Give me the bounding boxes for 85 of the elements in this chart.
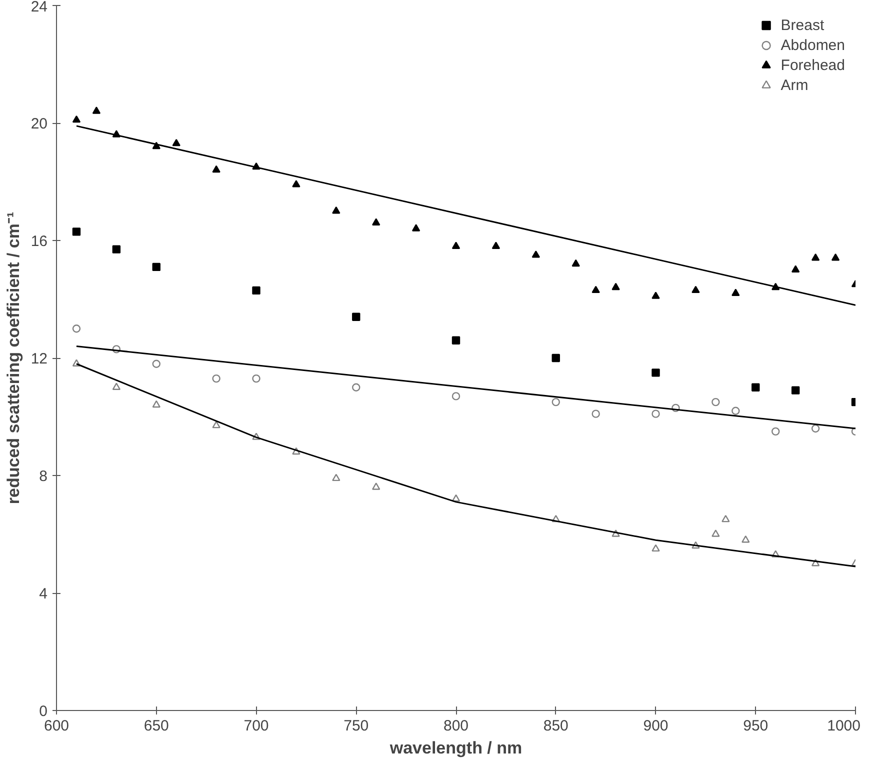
point	[742, 535, 750, 543]
point	[722, 514, 730, 522]
point	[252, 286, 260, 295]
point	[772, 427, 780, 436]
y-tick-label: 20	[30, 116, 48, 132]
point	[252, 374, 260, 383]
point	[831, 253, 840, 261]
point	[692, 541, 700, 549]
point	[292, 180, 300, 188]
y-tick-label: 8	[39, 468, 48, 485]
point	[72, 359, 81, 366]
point	[212, 420, 220, 428]
x-tick-label: 800	[443, 718, 469, 734]
x-tick-label: 700	[244, 718, 269, 734]
point	[672, 404, 680, 412]
legend-label: Forehead	[780, 56, 845, 74]
y-tick-label: 4	[39, 586, 48, 602]
point	[712, 530, 720, 537]
point	[72, 115, 81, 123]
point	[412, 224, 420, 232]
point	[452, 242, 460, 249]
point	[811, 424, 820, 433]
point	[352, 383, 360, 392]
point	[352, 312, 360, 321]
point	[332, 206, 340, 214]
point	[212, 165, 220, 173]
point	[772, 550, 780, 558]
point	[532, 250, 540, 258]
x-tick-label: 650	[144, 718, 169, 734]
point	[652, 544, 660, 552]
point	[372, 482, 380, 490]
x-tick-label: 1000	[827, 718, 861, 734]
point	[112, 382, 121, 390]
x-tick-label: 900	[643, 718, 668, 734]
point	[652, 410, 660, 418]
y-tick-label: 12	[30, 350, 48, 368]
legend-label: Breast	[780, 16, 824, 34]
y-tick-label: 24	[30, 0, 48, 16]
point	[372, 218, 380, 226]
point	[732, 406, 740, 415]
point	[252, 432, 260, 440]
point	[72, 228, 81, 236]
point	[592, 286, 600, 294]
point	[612, 530, 620, 537]
point	[612, 282, 620, 290]
x-tick-label: 950	[743, 718, 768, 734]
point	[652, 292, 660, 299]
point	[452, 392, 460, 400]
point	[152, 400, 160, 408]
point	[811, 558, 820, 566]
point	[292, 447, 300, 455]
legend-label: Abdomen	[780, 36, 845, 54]
point	[592, 410, 600, 418]
point	[712, 398, 720, 406]
point	[152, 360, 160, 368]
y-tick-label: 16	[30, 233, 48, 250]
point	[492, 242, 500, 249]
point	[552, 398, 560, 406]
x-tick-label: 750	[344, 718, 369, 734]
x-tick-label: 600	[44, 718, 70, 734]
point	[172, 138, 180, 146]
legend-label: Arm	[780, 76, 808, 94]
point	[152, 262, 160, 272]
point	[112, 345, 121, 354]
point	[692, 286, 700, 294]
point	[732, 288, 740, 296]
point	[552, 514, 560, 522]
point	[112, 245, 121, 254]
y-axis-title: reduced scattering coefficient / cm⁻¹	[4, 212, 23, 504]
y-tick-label: 0	[39, 703, 48, 720]
x-axis-title: wavelength / nm	[388, 738, 522, 758]
point	[752, 383, 760, 392]
point	[452, 494, 460, 502]
point	[572, 259, 580, 267]
point	[791, 265, 800, 272]
point	[212, 374, 220, 383]
point	[552, 354, 560, 362]
point	[652, 368, 660, 377]
point	[332, 474, 340, 482]
point	[92, 106, 101, 114]
point	[72, 324, 81, 333]
point	[452, 336, 460, 344]
x-tick-label: 850	[543, 718, 568, 734]
point	[811, 253, 820, 261]
point	[791, 386, 800, 394]
